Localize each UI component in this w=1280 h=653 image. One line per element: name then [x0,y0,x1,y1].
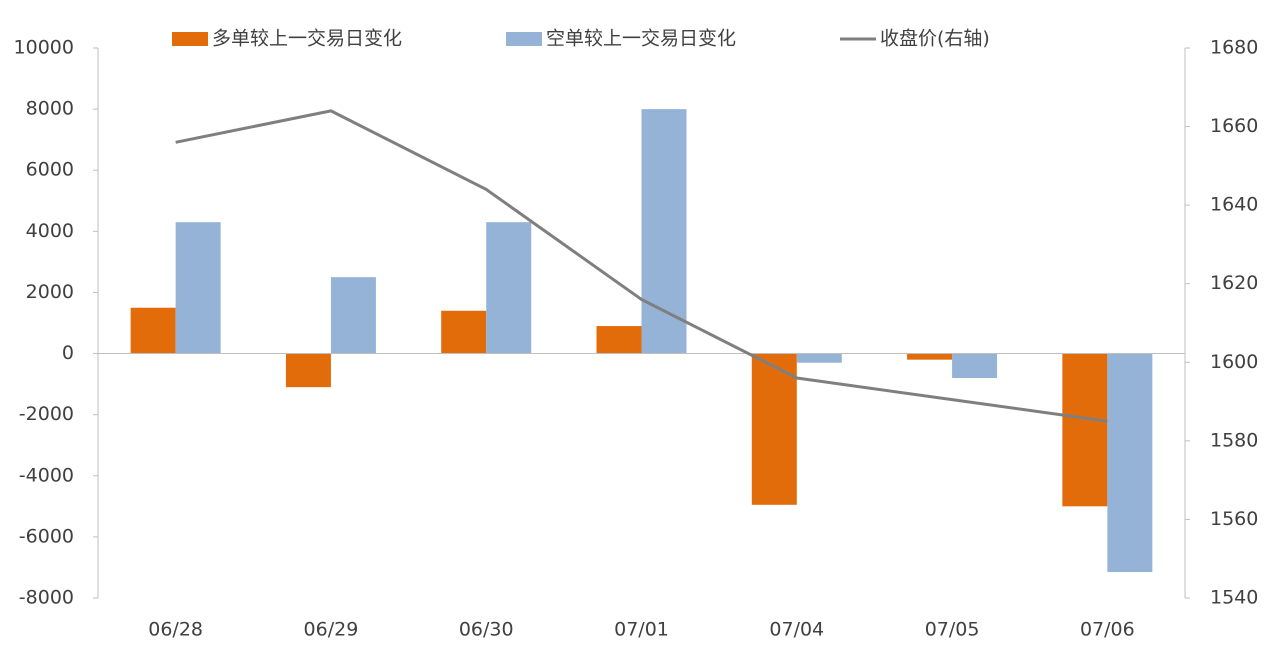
y-tick-label: 0 [62,342,74,364]
y-tick-label: -2000 [19,403,74,425]
line [175,109,1108,423]
y2-tick-label: 1540 [1210,587,1258,609]
legend-label: 收盘价(右轴) [880,28,990,50]
bar [641,109,687,354]
bar [130,307,176,354]
x-tick-label: 07/05 [925,619,980,641]
bar [330,277,376,354]
y-tick-label: 4000 [26,220,74,242]
bar [285,353,331,388]
bar [175,222,221,354]
y2-tick-label: 1620 [1210,272,1258,294]
y-tick-label: -6000 [19,525,74,547]
legend-label: 多单较上一交易日变化 [212,28,402,50]
bar [796,353,842,363]
x-tick-label: 06/29 [304,619,359,641]
bar [486,222,532,354]
x-tick-label: 06/28 [148,619,203,641]
y-tick-label: -4000 [19,464,74,486]
y-tick-label: 10000 [14,37,74,59]
bar [751,353,797,505]
x-tick-label: 07/04 [769,619,824,641]
y2-tick-label: 1680 [1210,37,1258,59]
x-tick-label: 06/30 [459,619,514,641]
legend-label: 空单较上一交易日变化 [546,28,736,50]
y-tick-label: 8000 [26,98,74,120]
x-tick-label: 07/01 [614,619,669,641]
bar [1062,353,1108,507]
y2-tick-label: 1560 [1210,508,1258,530]
x-tick-label: 07/06 [1080,619,1135,641]
y-tick-label: 6000 [26,159,74,181]
y2-tick-label: 1640 [1210,194,1258,216]
bar [907,353,953,360]
legend-swatch [506,32,542,46]
bar [952,353,998,378]
bar [596,326,642,354]
y2-tick-label: 1660 [1210,115,1258,137]
y2-tick-label: 1600 [1210,351,1258,373]
y-tick-label: -8000 [19,587,74,609]
y-tick-label: 2000 [26,281,74,303]
legend-swatch [172,32,208,46]
y2-tick-label: 1580 [1210,429,1258,451]
bar [1107,353,1153,573]
bar [441,310,487,354]
